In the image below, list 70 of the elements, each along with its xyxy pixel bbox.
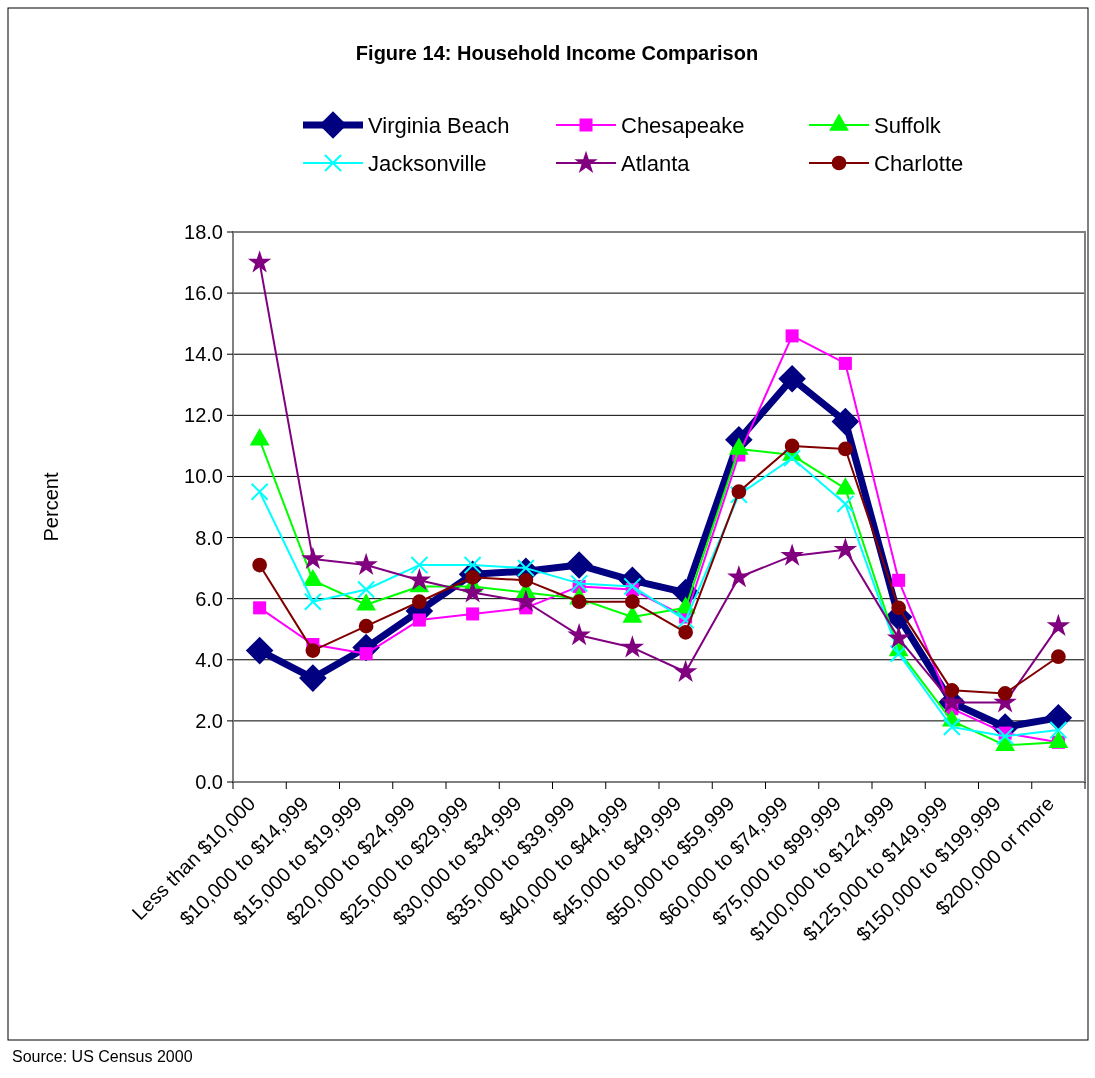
point xyxy=(301,546,325,569)
point xyxy=(625,594,640,610)
y-tick-label: 4.0 xyxy=(195,648,223,671)
point xyxy=(245,636,274,665)
point xyxy=(407,568,432,591)
point xyxy=(303,592,322,611)
y-tick-label: 14.0 xyxy=(184,343,223,366)
point xyxy=(886,626,911,649)
y-tick-label: 2.0 xyxy=(195,709,223,732)
point xyxy=(731,484,747,500)
point xyxy=(571,594,587,610)
y-tick-label: 16.0 xyxy=(184,282,223,305)
point xyxy=(354,552,378,576)
point xyxy=(891,600,906,616)
legend-label: Chesapeake xyxy=(621,112,745,138)
point xyxy=(514,589,538,612)
point xyxy=(838,356,852,370)
point xyxy=(836,494,855,513)
point xyxy=(247,250,272,273)
point xyxy=(785,329,799,343)
point xyxy=(357,580,376,599)
legend-label: Charlotte xyxy=(874,150,964,176)
point xyxy=(620,635,645,658)
point xyxy=(673,659,698,682)
point xyxy=(518,572,534,588)
point xyxy=(410,556,429,575)
y-tick-label: 8.0 xyxy=(195,526,223,549)
point xyxy=(358,618,374,634)
point xyxy=(780,543,804,566)
legend-label: Jacksonville xyxy=(368,150,487,176)
point xyxy=(565,551,593,579)
point xyxy=(676,611,695,630)
point xyxy=(305,643,321,658)
point xyxy=(783,449,802,468)
y-tick-label: 12.0 xyxy=(184,404,223,427)
point xyxy=(567,623,591,646)
point xyxy=(1051,649,1066,665)
point xyxy=(727,564,751,588)
point xyxy=(997,686,1013,701)
source-note: Source: US Census 2000 xyxy=(12,1048,193,1065)
y-tick-label: 6.0 xyxy=(195,587,223,610)
legend-label: Suffolk xyxy=(874,112,942,138)
point xyxy=(570,574,589,593)
point xyxy=(838,441,853,457)
point xyxy=(833,537,858,560)
point xyxy=(1049,721,1068,740)
y-tick-label: 10.0 xyxy=(184,465,223,488)
point xyxy=(678,624,693,640)
point xyxy=(412,594,427,610)
point xyxy=(892,573,906,587)
point xyxy=(831,407,860,436)
legend-label: Atlanta xyxy=(621,150,691,176)
point xyxy=(466,607,480,621)
point xyxy=(889,644,908,663)
point xyxy=(996,727,1015,746)
legend-label: Virginia Beach xyxy=(368,112,510,138)
point xyxy=(412,613,426,627)
y-tick-label: 0.0 xyxy=(195,771,223,793)
point xyxy=(942,717,961,737)
point xyxy=(944,682,960,698)
point xyxy=(1046,613,1071,637)
point xyxy=(784,438,800,454)
point xyxy=(299,664,327,692)
y-axis-title: Percent xyxy=(40,472,62,542)
point xyxy=(250,482,269,501)
point xyxy=(253,601,267,615)
y-tick-label: 18.0 xyxy=(184,221,223,243)
point xyxy=(252,557,267,573)
point xyxy=(778,364,806,393)
chart-title: Figure 14: Household Income Comparison xyxy=(355,42,759,64)
